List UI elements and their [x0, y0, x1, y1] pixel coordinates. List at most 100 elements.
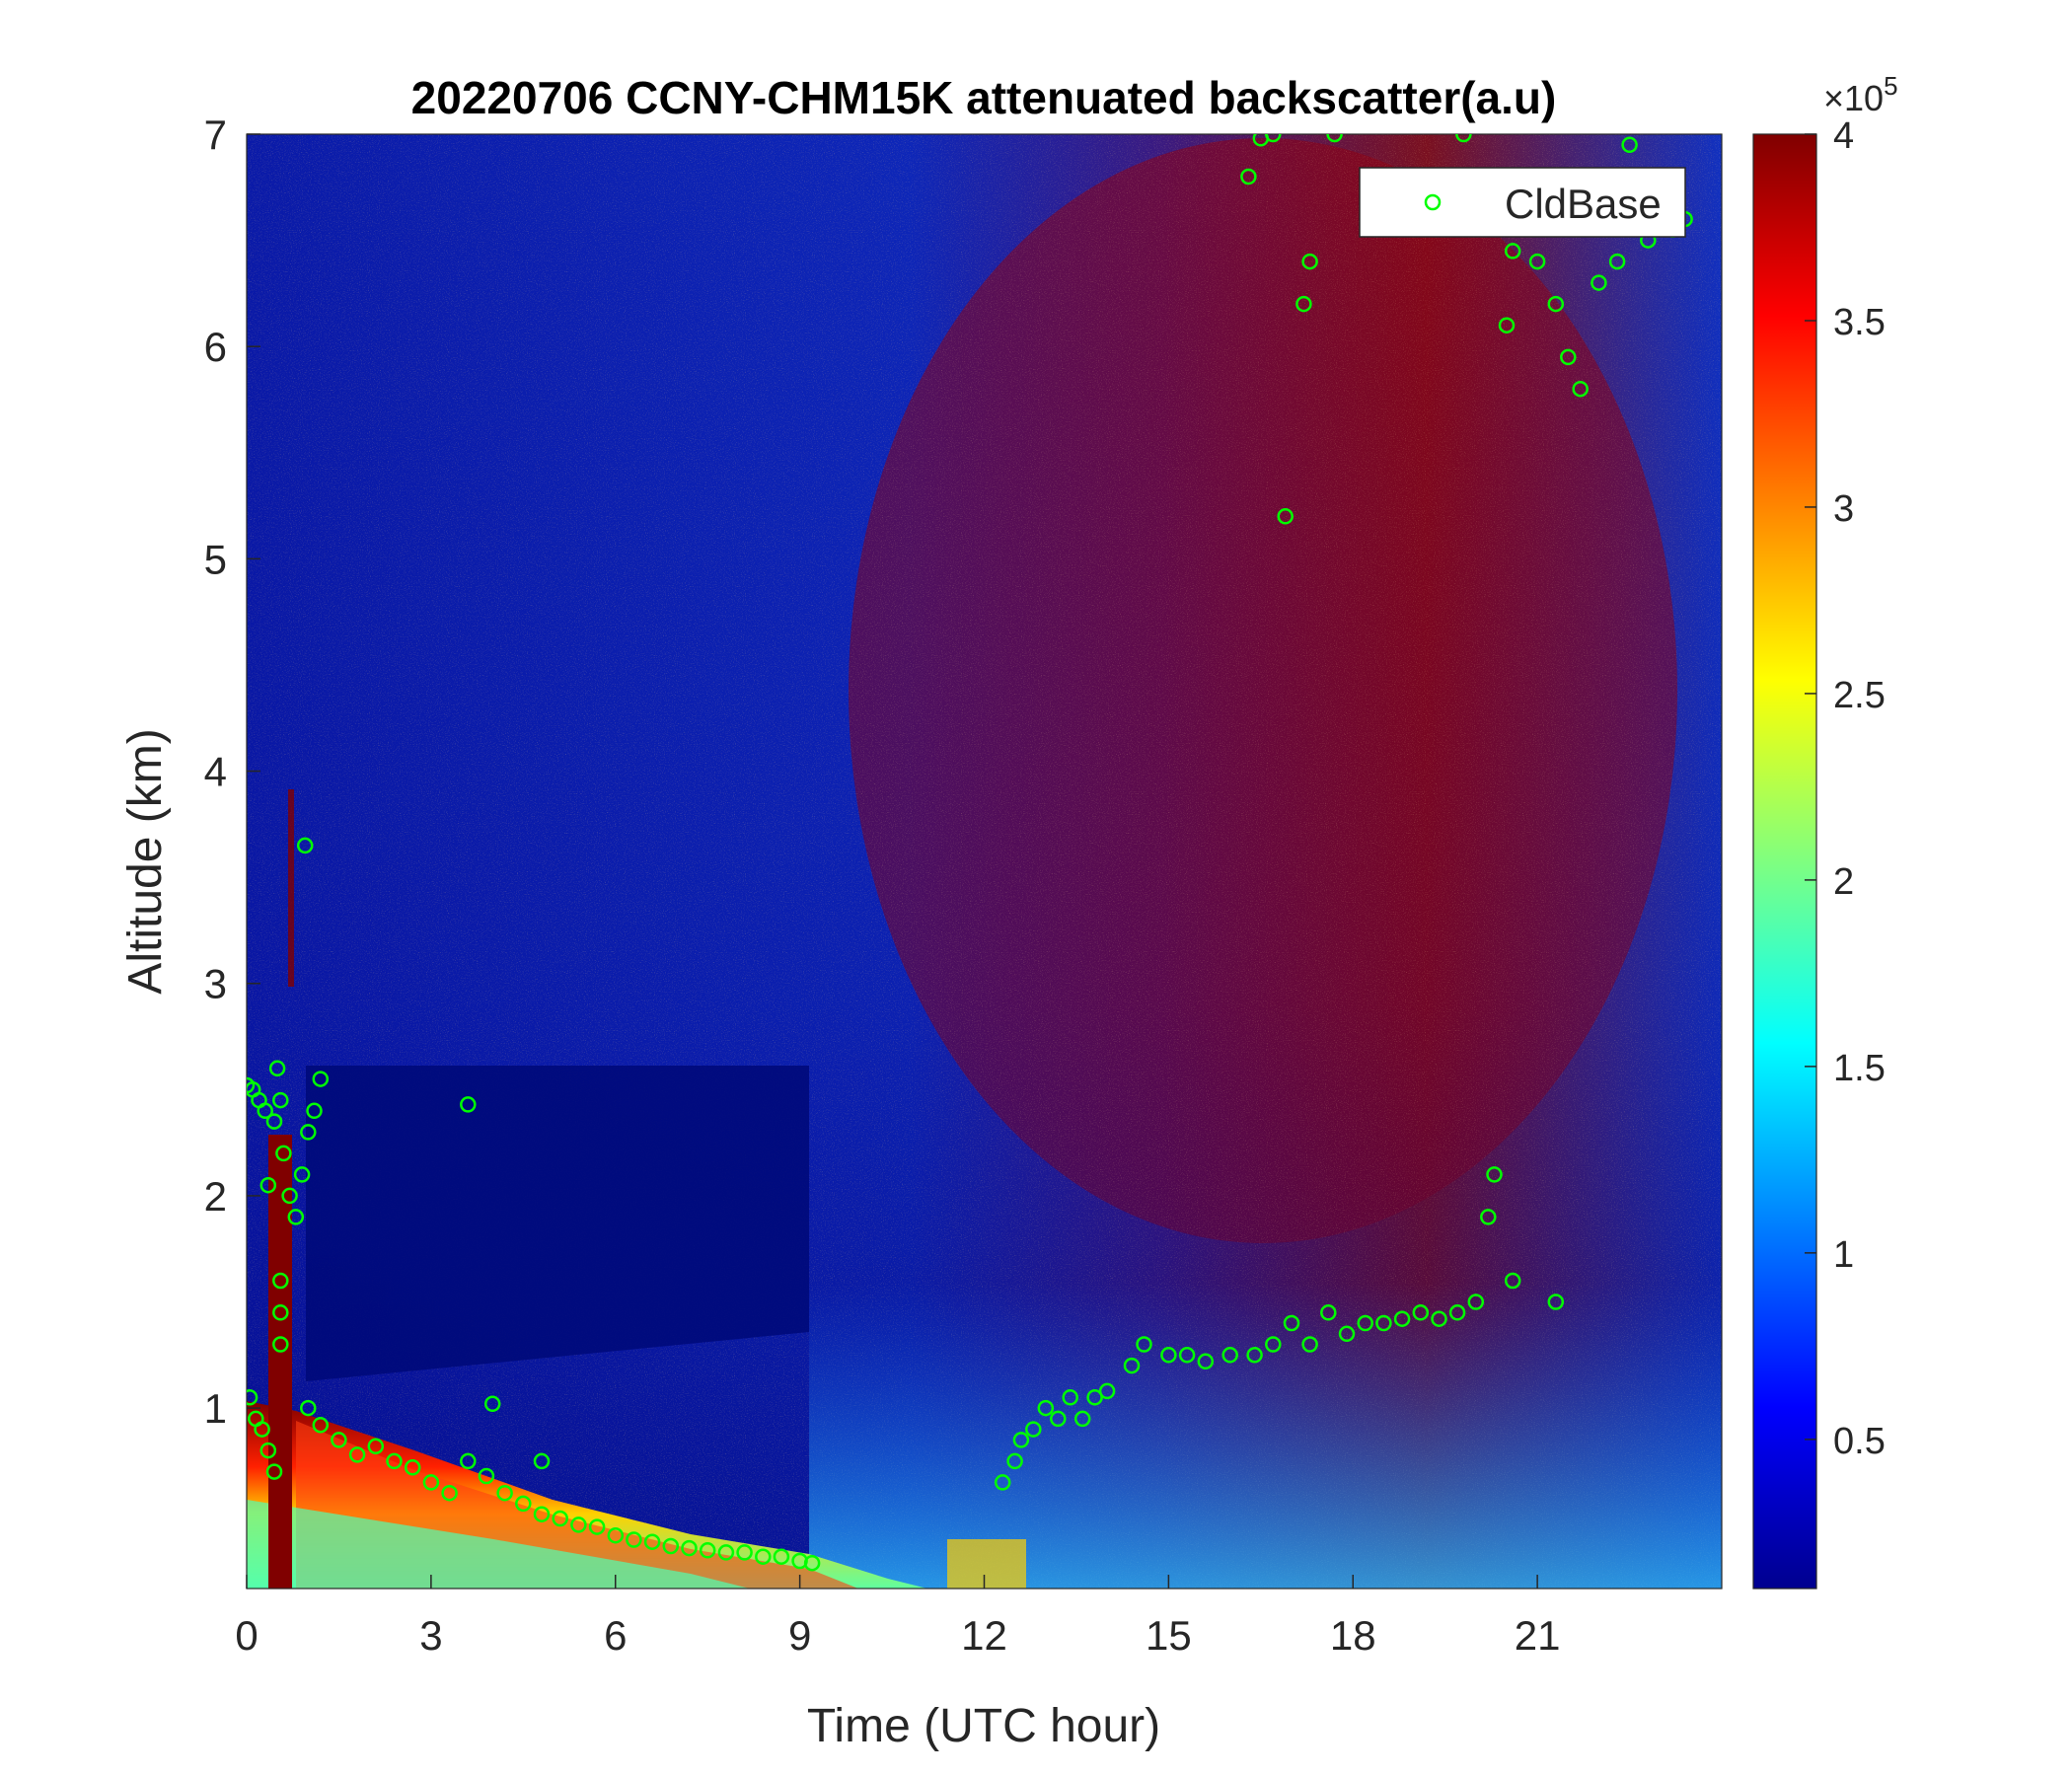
legend: CldBase [1359, 167, 1686, 238]
cldbase-point [1050, 1410, 1067, 1428]
cldbase-point [1136, 1336, 1152, 1353]
cldbase-point [300, 1124, 317, 1141]
cldbase-point [272, 1091, 289, 1109]
cldbase-point [367, 1438, 385, 1455]
cldbase-point [588, 1518, 606, 1535]
cldbase-point [306, 1102, 323, 1120]
cldbase-point [755, 1548, 772, 1565]
colorbar-tick-label: 4 [1833, 115, 1854, 157]
x-tick-label: 6 [604, 1612, 627, 1659]
cldbase-point [1320, 1304, 1337, 1321]
cldbase-point [1560, 348, 1577, 366]
cldbase-point [1098, 1382, 1116, 1400]
x-tick-label: 12 [961, 1612, 1007, 1659]
y-axis-label: Altitude (km) [119, 728, 172, 994]
x-tick-label: 9 [788, 1612, 811, 1659]
cldbase-point [1301, 1336, 1318, 1353]
cldbase-point [496, 1484, 513, 1502]
cldbase-point [1277, 508, 1294, 525]
cldbase-point [736, 1544, 753, 1561]
cldbase-point [1338, 1325, 1356, 1343]
colorbar: 0.5 1 1.5 2 2.5 3 3.5 4 ×105 [1752, 71, 1898, 1590]
cldbase-point [1547, 295, 1565, 313]
cldbase-point [259, 1176, 277, 1194]
cldbase-point [1455, 134, 1472, 143]
cldbase-point [994, 1474, 1011, 1491]
colorbar-tick-label: 1 [1833, 1234, 1854, 1276]
colorbar-tick-label: 3 [1833, 488, 1854, 530]
cldbase-point [681, 1539, 698, 1557]
cldbase-point [275, 1145, 292, 1162]
cldbase-point [300, 1399, 317, 1417]
cldbase-point [1062, 1389, 1078, 1406]
cldbase-point [1375, 1314, 1392, 1332]
cldbase-point [483, 1395, 501, 1413]
cldbase-point [478, 1467, 495, 1485]
cldbase-point [1621, 136, 1638, 154]
cldbase-point [1504, 1272, 1521, 1290]
x-tick-label: 18 [1330, 1612, 1376, 1659]
y-tick-label: 3 [204, 961, 227, 1007]
cldbase-point [404, 1459, 421, 1476]
cldbase-point [1037, 1399, 1055, 1417]
cldbase-point [296, 837, 314, 854]
cldbase-point [1178, 1347, 1196, 1364]
cldbase-point [1498, 317, 1516, 333]
cldbase-point [272, 1304, 289, 1321]
cldbase-point [272, 1272, 289, 1290]
cldbase-point [386, 1452, 403, 1470]
cldbase-point [1197, 1353, 1215, 1370]
cldbase-point [1528, 253, 1546, 270]
cldbase-point [1608, 253, 1626, 270]
colorbar-tick-label: 2 [1833, 861, 1854, 903]
cldbase-point [1006, 1452, 1023, 1470]
x-tick-label: 15 [1146, 1612, 1192, 1659]
x-axis-label: Time (UTC hour) [807, 1700, 1160, 1752]
y-tick-label: 4 [204, 749, 227, 795]
cldbase-point [1295, 295, 1312, 313]
y-tick-label: 5 [204, 536, 227, 582]
colorbar-tick-label: 3.5 [1833, 302, 1886, 343]
cldbase-point [460, 1452, 477, 1470]
cldbase-point [643, 1533, 661, 1550]
cldbase-point [1086, 1389, 1103, 1406]
cldbase-point [441, 1484, 458, 1502]
cldbase-point [1073, 1410, 1091, 1428]
cldbase-point [1025, 1421, 1042, 1438]
cldbase-point [259, 1442, 277, 1459]
y-tick-label: 7 [204, 111, 227, 158]
cldbase-point [331, 1432, 347, 1448]
cldbase-point [1572, 380, 1589, 398]
cldbase-point [1246, 1347, 1263, 1364]
cldbase-point [1265, 134, 1282, 143]
cldbase-point [460, 1096, 477, 1113]
cldbase-point [1448, 1304, 1466, 1321]
x-tick-label: 3 [419, 1612, 442, 1659]
cldbase-point [312, 1417, 330, 1434]
cldbase-point [662, 1537, 680, 1555]
cldbase-point [265, 1463, 283, 1480]
cldbase-point [515, 1495, 532, 1513]
cldbase-point [1265, 1336, 1282, 1353]
x-tick-label: 0 [235, 1612, 258, 1659]
cldbase-point [422, 1474, 440, 1491]
cldbase-point [607, 1526, 625, 1544]
cldbase-point [1412, 1304, 1430, 1321]
cldbase-point [1326, 134, 1343, 143]
cldbase-point [281, 1187, 298, 1205]
backscatter-heatmap [247, 134, 1722, 1589]
cldbase-point [699, 1542, 716, 1559]
cldbase-point [1591, 274, 1607, 291]
cldbase-point [552, 1510, 568, 1527]
cldbase-point [1431, 1310, 1447, 1327]
cldbase-point [1221, 1347, 1238, 1364]
legend-marker [1424, 193, 1442, 211]
x-tick-label: 21 [1515, 1612, 1561, 1659]
cldbase-point [1467, 1294, 1485, 1310]
cldbase-point [348, 1446, 366, 1463]
cldbase-point [1357, 1314, 1373, 1332]
cldbase-point [1547, 1294, 1565, 1310]
cldbase-point [287, 1209, 305, 1225]
cldbase-point [1393, 1310, 1411, 1327]
